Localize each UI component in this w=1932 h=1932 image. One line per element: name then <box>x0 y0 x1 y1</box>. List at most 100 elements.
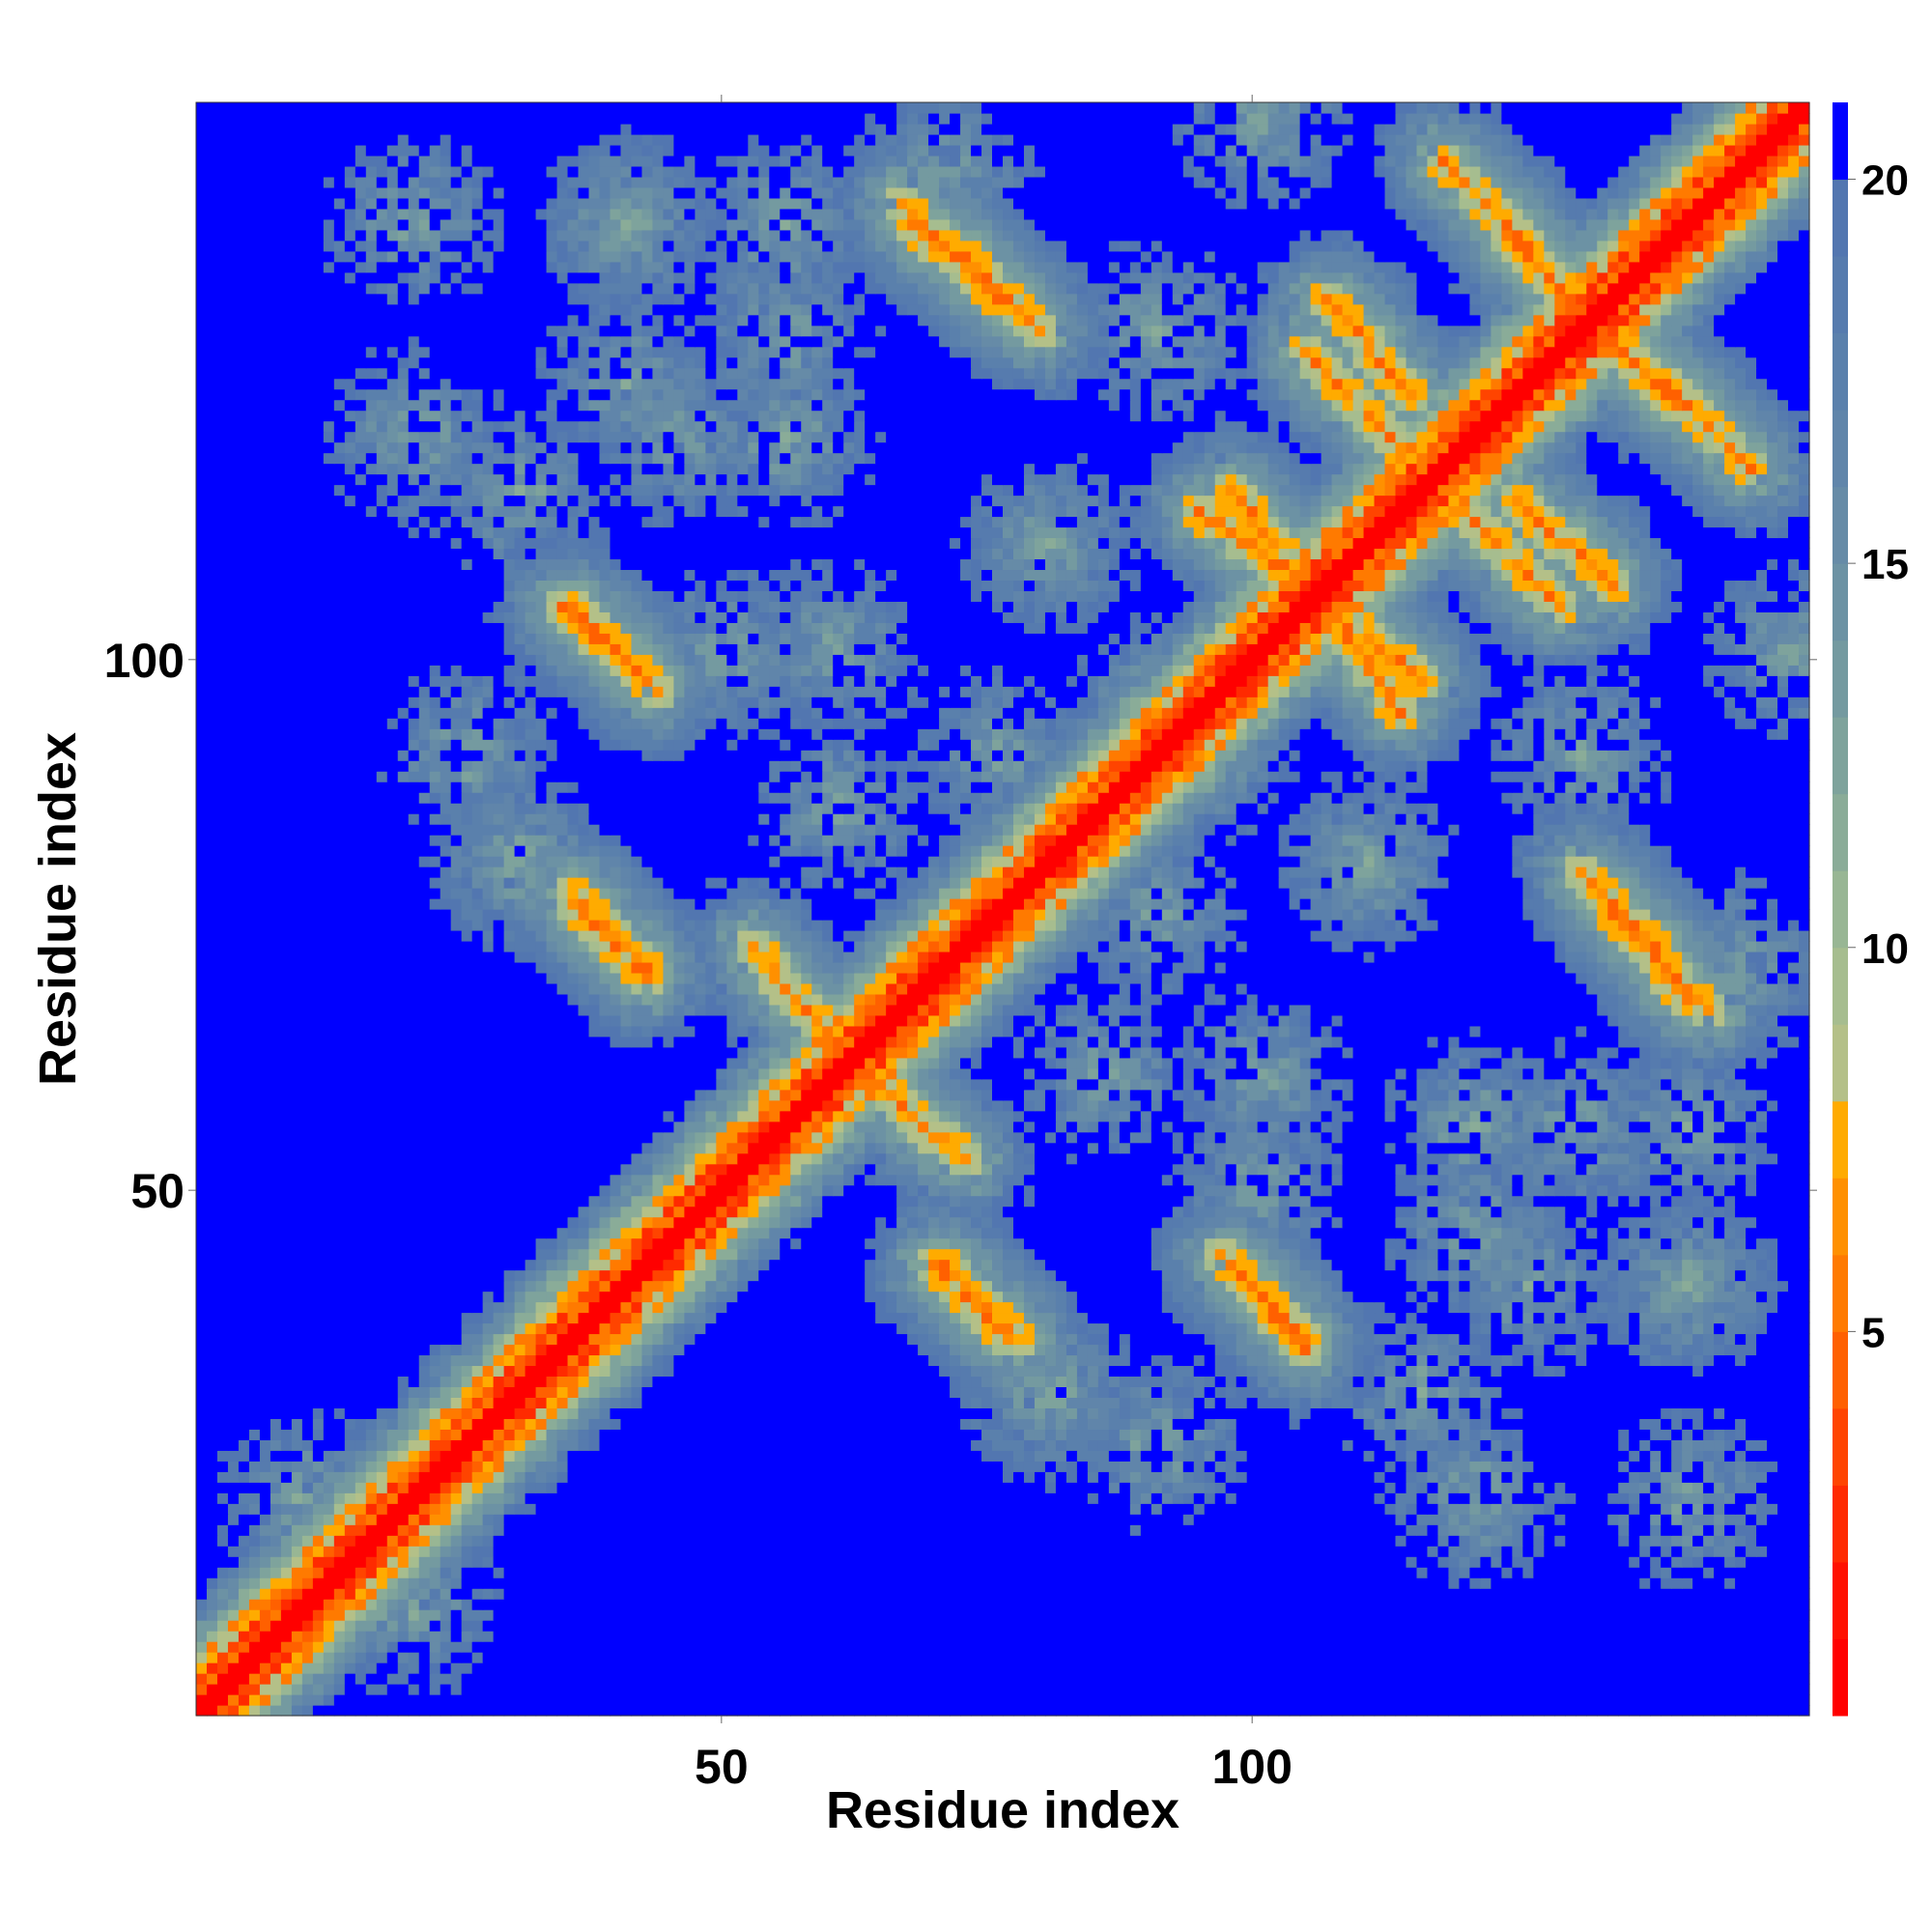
heatmap-cell <box>1650 1588 1662 1600</box>
heatmap-cell <box>546 1631 558 1642</box>
heatmap-cell <box>1671 1652 1683 1663</box>
heatmap-cell <box>386 1514 399 1525</box>
heatmap-cell <box>461 1588 473 1600</box>
heatmap-cell <box>376 1599 388 1610</box>
heatmap-cell <box>461 1620 473 1632</box>
heatmap-cell <box>1331 1588 1344 1600</box>
heatmap-cell <box>259 1641 271 1653</box>
heatmap-cell <box>503 1503 516 1515</box>
heatmap-cell <box>216 1386 229 1398</box>
heatmap-cell <box>556 1620 569 1632</box>
heatmap-cell <box>705 1429 717 1440</box>
heatmap-cell <box>1257 1620 1269 1632</box>
heatmap-cell <box>790 1599 802 1610</box>
heatmap-cell <box>408 1684 420 1695</box>
heatmap-cell <box>780 1546 791 1557</box>
heatmap-cell <box>376 1514 388 1525</box>
heatmap-cell <box>705 1397 717 1408</box>
heatmap-cell <box>811 1503 823 1515</box>
heatmap-cell <box>1522 1546 1534 1557</box>
heatmap-cell <box>1310 1556 1322 1568</box>
heatmap-cell <box>471 1524 484 1536</box>
heatmap-cell <box>1374 1365 1386 1378</box>
heatmap-cell <box>801 1641 812 1653</box>
heatmap-cell <box>780 1694 791 1706</box>
heatmap-cell <box>578 1524 590 1536</box>
heatmap-cell <box>525 1694 537 1706</box>
heatmap-cell <box>641 1397 654 1408</box>
heatmap-cell <box>1246 1535 1259 1547</box>
heatmap-cell <box>918 1599 929 1610</box>
heatmap-cell <box>1512 1684 1523 1695</box>
heatmap-cell <box>1395 1652 1407 1663</box>
heatmap-cell <box>429 1577 441 1589</box>
heatmap-cell <box>1629 1599 1640 1610</box>
heatmap-cell <box>875 1524 887 1536</box>
heatmap-cell <box>1023 1503 1036 1515</box>
heatmap-cell <box>1448 1514 1461 1525</box>
heatmap-cell <box>1310 1599 1322 1610</box>
heatmap-cell <box>1299 1450 1312 1462</box>
heatmap-cell <box>1193 1577 1206 1589</box>
heatmap-cell <box>1501 1609 1513 1621</box>
heatmap-cell <box>1289 1620 1301 1632</box>
heatmap-cell <box>907 1705 919 1717</box>
heatmap-cell <box>950 1609 961 1621</box>
heatmap-cell <box>1777 1631 1789 1642</box>
heatmap-cell <box>1607 1599 1619 1610</box>
heatmap-cell <box>1321 1376 1333 1388</box>
heatmap-cell <box>1289 1662 1301 1674</box>
heatmap-cell <box>1756 1673 1768 1685</box>
heatmap-cell <box>1427 1588 1439 1600</box>
heatmap-cell <box>801 1524 812 1536</box>
heatmap-cell <box>355 1588 367 1600</box>
heatmap-cell <box>1023 1418 1036 1430</box>
heatmap-cell <box>833 1439 844 1451</box>
heatmap-cell <box>1044 1599 1057 1610</box>
heatmap-cell <box>1735 1705 1747 1717</box>
heatmap-cell <box>684 1418 696 1430</box>
heatmap-cell <box>408 1631 420 1642</box>
heatmap-cell <box>1225 1397 1237 1408</box>
heatmap-cell <box>1310 1376 1322 1388</box>
heatmap-cell <box>1629 1694 1640 1706</box>
heatmap-cell <box>1586 1429 1598 1440</box>
heatmap-cell <box>1257 1386 1269 1398</box>
heatmap-cell <box>918 1365 929 1378</box>
heatmap-cell <box>1427 1492 1439 1504</box>
heatmap-cell <box>1777 1503 1789 1515</box>
heatmap-cell <box>355 1641 367 1653</box>
heatmap-cell <box>726 1503 738 1515</box>
heatmap-cell <box>1746 1684 1757 1695</box>
heatmap-cell <box>971 1407 982 1419</box>
heatmap-cell <box>780 1684 791 1695</box>
heatmap-cell <box>610 1386 622 1398</box>
heatmap-cell <box>1788 1652 1800 1663</box>
heatmap-cell <box>769 1482 781 1493</box>
heatmap-cell <box>950 1556 961 1568</box>
heatmap-cell <box>1278 1461 1291 1472</box>
heatmap-cell <box>1151 1376 1163 1388</box>
heatmap-cell <box>918 1514 929 1525</box>
heatmap-cell <box>1214 1376 1227 1388</box>
heatmap-cell <box>620 1461 633 1472</box>
heatmap-cell <box>1182 1684 1195 1695</box>
heatmap-cell <box>333 1620 346 1632</box>
heatmap-cell <box>1193 1588 1206 1600</box>
heatmap-cell <box>1321 1705 1333 1717</box>
heatmap-cell <box>1076 1620 1089 1632</box>
heatmap-cell <box>1384 1514 1397 1525</box>
heatmap-cell <box>1767 1577 1778 1589</box>
heatmap-cell <box>1278 1482 1291 1493</box>
heatmap-cell <box>673 1631 685 1642</box>
heatmap-cell <box>312 1418 325 1430</box>
heatmap-cell <box>780 1620 791 1632</box>
heatmap-cell <box>1204 1609 1216 1621</box>
heatmap-cell <box>1065 1439 1078 1451</box>
heatmap-cell <box>397 1397 410 1408</box>
heatmap-cell <box>397 1609 410 1621</box>
heatmap-cell <box>620 1514 633 1525</box>
heatmap-cell <box>418 1492 431 1504</box>
heatmap-cell <box>1682 1631 1693 1642</box>
heatmap-cell <box>1735 1567 1747 1578</box>
